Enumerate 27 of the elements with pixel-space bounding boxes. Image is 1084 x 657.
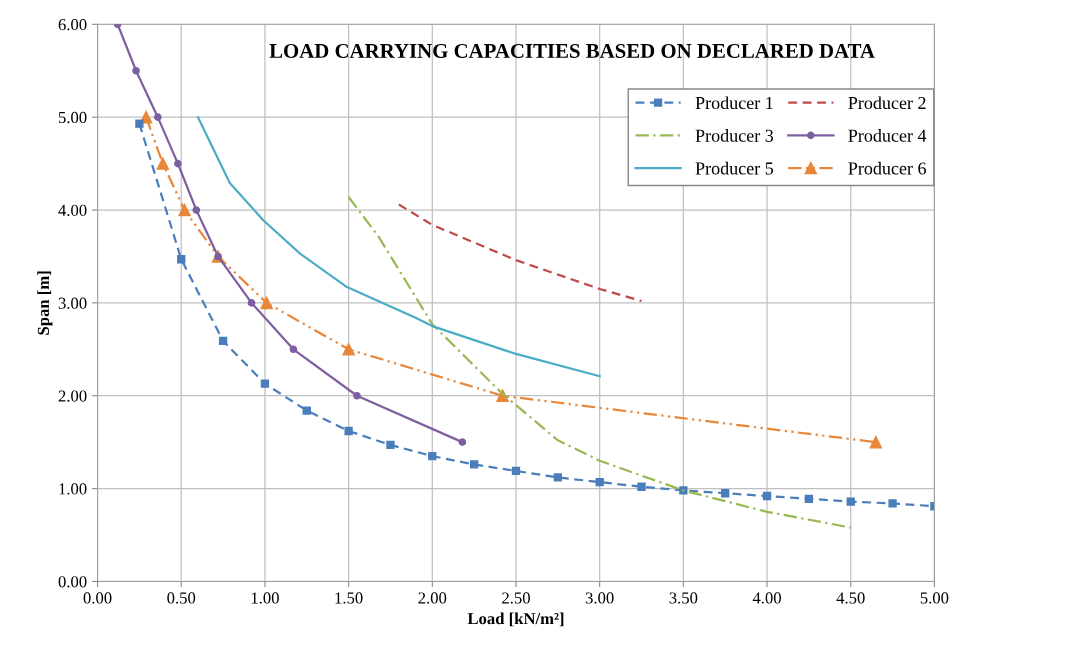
text: LOAD CARRYING CAPACITIES BASED ON DECLARED DATA bbox=[269, 43, 875, 58]
y-tick-label: 1.00 bbox=[59, 483, 87, 495]
legend-label: Producer 5 bbox=[695, 161, 774, 175]
y-tick-label: 2.00 bbox=[58, 390, 87, 402]
x-tick-label: 0.50 bbox=[167, 592, 196, 604]
y-axis-title: Span [m] bbox=[37, 271, 53, 335]
legend-label: Producer 4 bbox=[848, 129, 927, 142]
legend-label: Producer 2 bbox=[848, 96, 926, 110]
y-tick-label: 0.00 bbox=[58, 576, 87, 588]
x-tick-label: 3.50 bbox=[669, 592, 698, 604]
x-tick-label: 5.00 bbox=[920, 592, 949, 604]
y-tick-label: 4.00 bbox=[58, 204, 87, 217]
y-tick-label: 3.00 bbox=[58, 297, 87, 309]
x-axis-title: Load [kN/m²] bbox=[467, 612, 564, 627]
x-tick-label: 2.50 bbox=[502, 592, 530, 604]
x-tick-label: 1.00 bbox=[251, 592, 279, 604]
x-tick-label: 4.50 bbox=[836, 592, 865, 604]
x-tick-label: 0.00 bbox=[83, 592, 112, 604]
legend-label: Producer 1 bbox=[695, 96, 773, 110]
y-tick-label: 6.00 bbox=[58, 19, 87, 31]
legend-label: Producer 3 bbox=[695, 129, 774, 142]
y-tick-label: 5.00 bbox=[58, 111, 87, 124]
x-tick-label: 2.00 bbox=[418, 592, 447, 604]
x-tick-label: 3.00 bbox=[585, 592, 614, 604]
x-tick-label: 1.50 bbox=[335, 592, 363, 604]
legend-label: Producer 6 bbox=[848, 161, 926, 175]
x-tick-label: 4.00 bbox=[752, 592, 781, 604]
